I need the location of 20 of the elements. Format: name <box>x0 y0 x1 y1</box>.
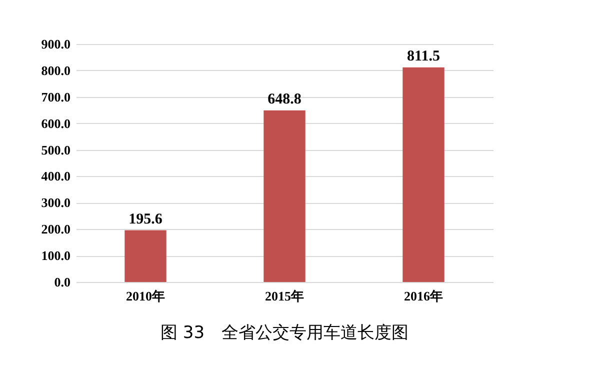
bar <box>402 67 444 282</box>
x-tick-label: 2015年 <box>265 288 304 304</box>
data-label: 195.6 <box>128 211 163 228</box>
data-label: 811.5 <box>407 48 440 64</box>
y-tick-label: 700.0 <box>41 89 70 104</box>
text: 图 33 全省公交专用车道长度图 <box>160 323 409 343</box>
y-tick-label: 100.0 <box>41 248 70 264</box>
y-tick-label: 0.0 <box>54 274 70 290</box>
y-tick-label: 200.0 <box>41 222 70 237</box>
y-tick-label: 800.0 <box>41 62 70 78</box>
y-tick-label: 900.0 <box>41 36 70 52</box>
y-tick-label: 300.0 <box>41 195 70 210</box>
bar <box>264 110 306 282</box>
y-tick-label: 600.0 <box>41 116 70 131</box>
y-tick-label: 400.0 <box>41 168 70 184</box>
x-tick-label: 2016年 <box>404 288 443 304</box>
bar <box>124 230 166 282</box>
x-tick-label: 2010年 <box>126 288 165 304</box>
y-tick-label: 500.0 <box>41 142 70 158</box>
data-label: 648.8 <box>268 91 302 108</box>
